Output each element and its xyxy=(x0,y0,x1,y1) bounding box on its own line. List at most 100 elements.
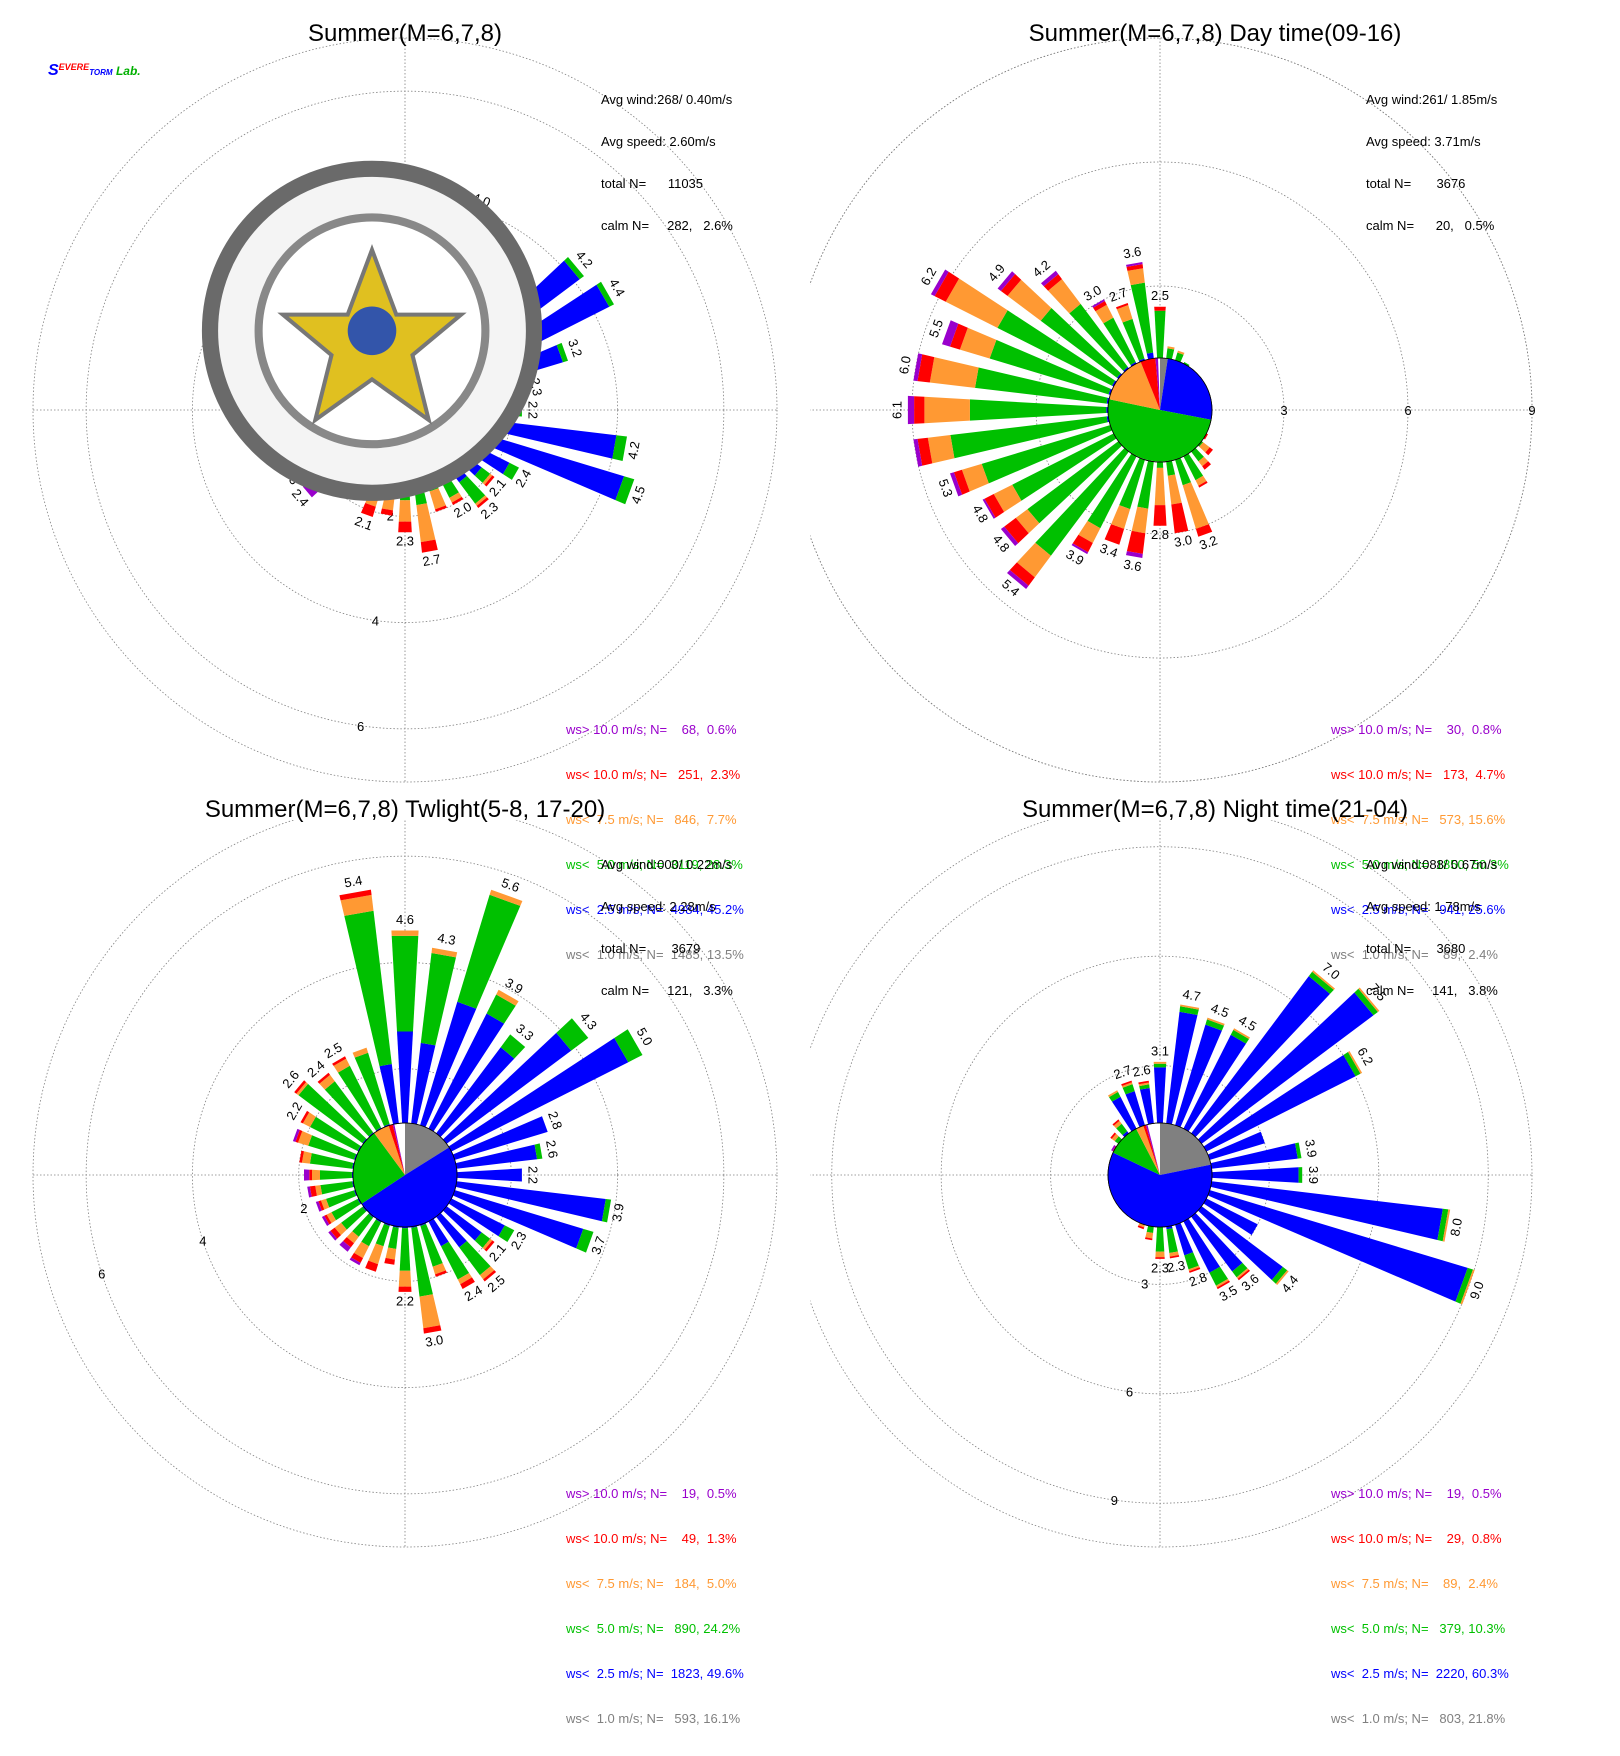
sector-bar-segment xyxy=(1104,524,1125,545)
sector-bar-segment xyxy=(1155,1257,1165,1259)
calm-pie-slice xyxy=(352,1133,405,1204)
sector-bar-segment xyxy=(484,1240,495,1252)
sector-bar-segment xyxy=(299,1150,304,1163)
sector-bar-segment xyxy=(1000,274,1022,296)
sector-bar-segment xyxy=(1138,358,1145,363)
sector-bar-segment xyxy=(1271,1266,1288,1284)
sector-bar-segment xyxy=(318,1200,325,1211)
sector-bar-segment xyxy=(1121,1080,1132,1086)
ring-label: 4 xyxy=(199,1234,206,1249)
sector-bar-segment xyxy=(1203,433,1208,440)
sector-bar-segment xyxy=(989,339,1111,395)
sector-bar-segment xyxy=(380,508,393,516)
sector-bar-segment xyxy=(416,503,436,543)
sector-bar-segment xyxy=(1156,462,1164,468)
calm-pie-slice xyxy=(405,1123,450,1175)
ring-label: 9 xyxy=(1111,1493,1118,1508)
sector-bar-segment xyxy=(448,1198,505,1237)
sector-bar-segment xyxy=(486,994,516,1024)
sector-bar-segment xyxy=(351,1252,363,1263)
sector-value-label: 2.2 xyxy=(525,1166,540,1184)
legend-lt2-5: ws< 2.5 m/s; N= 1823, 49.6% xyxy=(566,1666,744,1681)
sector-bar-segment xyxy=(1198,481,1208,488)
calm-pie-slice xyxy=(1160,1123,1211,1175)
sector-bar-segment xyxy=(1205,1019,1224,1031)
sector-bar-segment xyxy=(354,1154,358,1160)
sector-bar-segment xyxy=(1112,1119,1120,1126)
sector-bar-segment xyxy=(349,1257,361,1266)
wind-stats: Avg wind:088/ 0.67m/s Avg speed: 1.78m/s… xyxy=(1366,830,1498,1026)
sector-bar-segment xyxy=(1131,506,1149,534)
sector-bar-segment xyxy=(596,281,614,307)
sector-bar-segment xyxy=(423,1325,442,1334)
sector-bar-segment xyxy=(449,492,462,503)
sector-bar-segment xyxy=(1166,460,1176,476)
grid-ring xyxy=(810,37,1533,783)
sector-bar-segment xyxy=(1140,1088,1154,1125)
sector-bar-segment xyxy=(479,1266,495,1280)
calm-pie-border xyxy=(1107,357,1213,463)
calm-pie-slice xyxy=(1136,1125,1160,1175)
windrose-chart-day: 3 6 92.53.23.02.83.63.43.95.44.84.85.36.16… xyxy=(810,37,1536,783)
sector-bar-segment xyxy=(1126,530,1146,554)
sector-bar-segment xyxy=(1012,433,1117,501)
sector-value-label: 4.6 xyxy=(396,912,414,927)
sector-bar-segment xyxy=(328,1230,338,1241)
sector-bar-segment xyxy=(1138,1222,1145,1228)
sector-bar-segment xyxy=(398,521,412,533)
sector-value-label: 2.2 xyxy=(396,1293,414,1308)
speed-legend: ws> 10.0 m/s; N= 68, 0.6% ws< 10.0 m/s; … xyxy=(566,692,744,992)
sector-value-label: 9.0 xyxy=(1467,1279,1487,1301)
sector-bar-segment xyxy=(1169,1251,1179,1257)
avg-speed-text: Avg speed: 3.71m/s xyxy=(1366,134,1481,149)
sector-bar-segment xyxy=(997,310,1115,386)
sector-bar-segment xyxy=(1175,1024,1222,1128)
sector-bar-segment xyxy=(1210,1143,1298,1169)
sector-bar-segment xyxy=(457,1168,522,1182)
sector-bar-segment xyxy=(379,1064,399,1125)
calm-pie-slice xyxy=(361,1147,458,1228)
sector-bar-segment xyxy=(1119,457,1145,510)
calm-n-text: calm N= 141, 3.8% xyxy=(1366,983,1498,998)
sector-bar-segment xyxy=(1122,318,1145,361)
calm-pie-slice xyxy=(1160,358,1168,410)
sector-bar-segment xyxy=(1191,1213,1243,1272)
sector-bar-segment xyxy=(961,463,989,492)
sector-bar-segment xyxy=(317,1072,331,1084)
sector-bar-segment xyxy=(1122,1131,1129,1137)
avg-wind-text: Avg wind:268/ 0.40m/s xyxy=(601,92,733,107)
sector-bar-segment xyxy=(969,399,1107,421)
sector-bar-segment xyxy=(340,894,374,916)
sector-bar-segment xyxy=(304,1169,310,1181)
sector-bar-segment xyxy=(1167,346,1175,350)
sector-bar-segment xyxy=(1155,1251,1165,1258)
calm-pie-slice xyxy=(392,1124,405,1175)
sector-bar-segment xyxy=(1195,475,1207,486)
sector-bar-segment xyxy=(1202,461,1211,470)
sector-value-label: 4.3 xyxy=(436,930,456,948)
legend-lt2-5: ws< 2.5 m/s; N= 2220, 60.3% xyxy=(1331,1666,1509,1681)
sector-bar-segment xyxy=(298,1083,367,1144)
sector-bar-segment xyxy=(1175,457,1191,486)
sector-bar-segment xyxy=(1195,524,1213,537)
sector-bar-segment xyxy=(1232,1262,1248,1278)
sector-bar-segment xyxy=(1092,299,1105,308)
sector-value-label: 2.6 xyxy=(543,1139,561,1159)
sector-value-label: 2.2 xyxy=(525,401,540,419)
sector-value-label: 3.7 xyxy=(588,1234,608,1256)
sector-value-label: 4.7 xyxy=(1181,986,1201,1004)
sector-value-label: 5.3 xyxy=(936,477,956,499)
sector-bar-segment xyxy=(320,1198,330,1210)
sector-bar-segment xyxy=(1137,460,1154,509)
sector-bar-segment xyxy=(1072,534,1093,553)
sector-bar-segment xyxy=(315,1201,322,1212)
sector-bar-segment xyxy=(1191,976,1330,1137)
legend-lt10: ws< 10.0 m/s; N= 29, 0.8% xyxy=(1331,1531,1502,1546)
sector-bar-segment xyxy=(384,1222,390,1226)
sector-bar-segment xyxy=(1230,1029,1249,1044)
ring-label: 6 xyxy=(98,1267,105,1282)
sector-bar-segment xyxy=(1043,274,1062,291)
sector-bar-segment xyxy=(1166,348,1175,360)
sector-bar-segment xyxy=(1111,1133,1119,1142)
